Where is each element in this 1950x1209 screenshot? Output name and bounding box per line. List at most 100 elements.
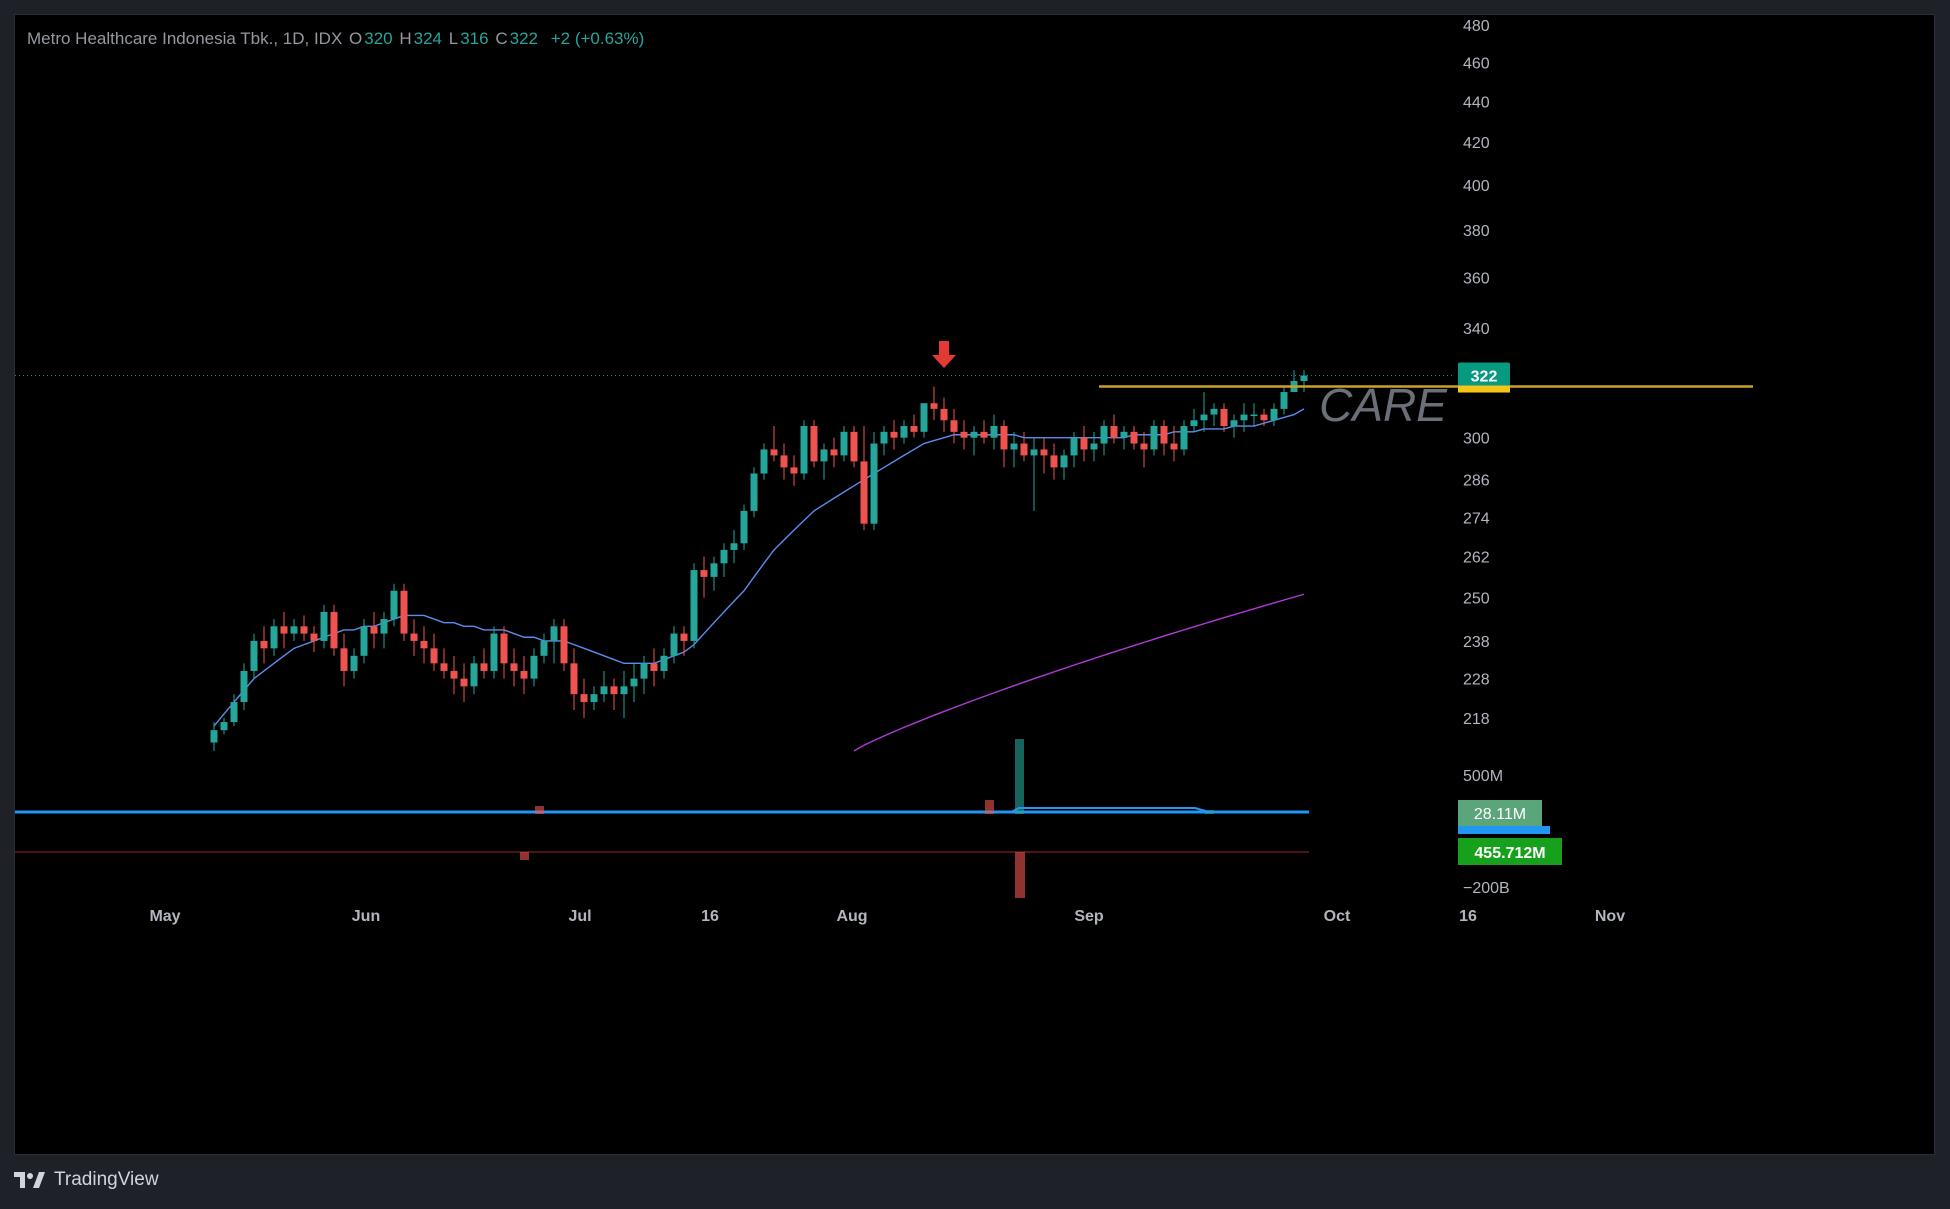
time-tick-label: Sep (1074, 908, 1104, 925)
legend-high-value: 324 (413, 29, 443, 48)
candle-body (1050, 455, 1058, 468)
candle-body (870, 443, 878, 524)
candle-body (580, 694, 588, 703)
candle-body (440, 663, 448, 671)
oscillator-bar (520, 852, 529, 860)
candle-body (430, 648, 438, 664)
price-tick-label: 218 (1463, 711, 1490, 728)
volume-ma-bump (1010, 807, 1210, 813)
candle-body (510, 663, 518, 671)
candle-body (810, 426, 818, 462)
volume-tick-label: 500M (1463, 768, 1503, 785)
candle-body (400, 590, 408, 634)
legend-open-label: O (349, 29, 363, 48)
candle-body (790, 467, 798, 474)
tradingview-footer[interactable]: TradingView (14, 1169, 159, 1191)
candle-body (770, 449, 778, 456)
candle-body (1020, 443, 1028, 456)
candle-body (1200, 414, 1208, 421)
candle-body (1300, 375, 1308, 381)
candle-body (1110, 426, 1118, 438)
candle-body (740, 510, 748, 544)
candle-body (1140, 443, 1148, 450)
tradingview-logo-icon (14, 1172, 45, 1188)
candle-body (920, 403, 928, 432)
volume-bar (1015, 739, 1024, 814)
footer-brand: TradingView (54, 1169, 159, 1190)
time-tick-label: Aug (836, 908, 867, 925)
candle-body (380, 619, 388, 634)
candle-body (1090, 443, 1098, 450)
price-tick-label: 228 (1463, 672, 1490, 689)
candle-body (610, 686, 618, 695)
legend-close-label: C (495, 29, 508, 48)
candle-body (1000, 426, 1008, 450)
candle-body (1030, 449, 1038, 456)
time-tick-label: 16 (1459, 908, 1477, 925)
candle-body (760, 449, 768, 474)
candle-body (690, 570, 698, 641)
candle-body (230, 702, 238, 723)
legend-open-value: 320 (364, 29, 393, 48)
candle-body (370, 626, 378, 634)
legend-close-value: 322 (509, 29, 538, 48)
candle-body (1270, 408, 1278, 421)
candle-body (970, 431, 978, 438)
indicator-badge: 455.712M (1474, 845, 1545, 862)
candle-body (1010, 443, 1018, 450)
candle-body (340, 648, 348, 671)
price-tick-label: 360 (1463, 271, 1490, 288)
candle-body (730, 543, 738, 550)
candle-body (1170, 443, 1178, 450)
candle-body (890, 431, 898, 438)
oscillator-bar (1015, 852, 1025, 898)
candle-body (420, 640, 428, 649)
ema-fast-line (213, 408, 1305, 727)
candle-body (550, 626, 558, 641)
candle-body (660, 655, 668, 671)
candle-body (1150, 426, 1158, 450)
candle-body (1160, 426, 1168, 444)
candle-body (1250, 414, 1258, 417)
candle-body (850, 431, 858, 462)
candle-body (320, 611, 328, 641)
candle-body (220, 722, 228, 731)
chart-panel[interactable]: CARE 480 460 440 420 400 380 360 340 300 286 274 26… (14, 14, 1935, 1155)
price-tick-label: 340 (1463, 321, 1490, 338)
time-tick-label: Nov (1595, 908, 1625, 925)
candle-body (350, 655, 358, 671)
candle-body (500, 633, 508, 664)
volume-bar (535, 806, 544, 814)
time-tick-label: Oct (1324, 908, 1351, 925)
time-tick-label: May (149, 908, 180, 925)
candle-body (490, 633, 498, 671)
last-price-badge-bg (1458, 362, 1510, 389)
candle-body (1080, 437, 1088, 450)
candle-body (910, 426, 918, 432)
candle-body (820, 449, 828, 462)
candle-body (960, 431, 968, 438)
price-tick-label: 400 (1463, 178, 1490, 195)
candle-body (1230, 420, 1238, 427)
time-tick-label: Jun (352, 908, 380, 925)
candle-body (480, 663, 488, 671)
price-tick-label: 250 (1463, 591, 1490, 608)
price-tick-label: 274 (1463, 510, 1490, 527)
price-chart[interactable]: CARE 48046044042040038036034030028627426… (15, 15, 1935, 1155)
candle-body (1040, 449, 1048, 456)
candle-body (980, 431, 988, 438)
candle-body (1180, 426, 1188, 450)
candle-body (450, 670, 458, 679)
price-tick-label: 440 (1463, 94, 1490, 111)
candle-body (1190, 420, 1198, 427)
time-tick-label: 16 (701, 908, 719, 925)
indicator-badge-bg (1458, 838, 1562, 865)
candle-body (520, 670, 528, 679)
candle-body (570, 663, 578, 695)
candle-body (800, 426, 808, 474)
candle-body (280, 626, 288, 634)
ema-slow-line (853, 593, 1305, 752)
candle-body (270, 626, 278, 649)
candle-body (990, 426, 998, 438)
symbol-legend: Metro Healthcare Indonesia Tbk., 1D, IDX… (27, 29, 646, 49)
